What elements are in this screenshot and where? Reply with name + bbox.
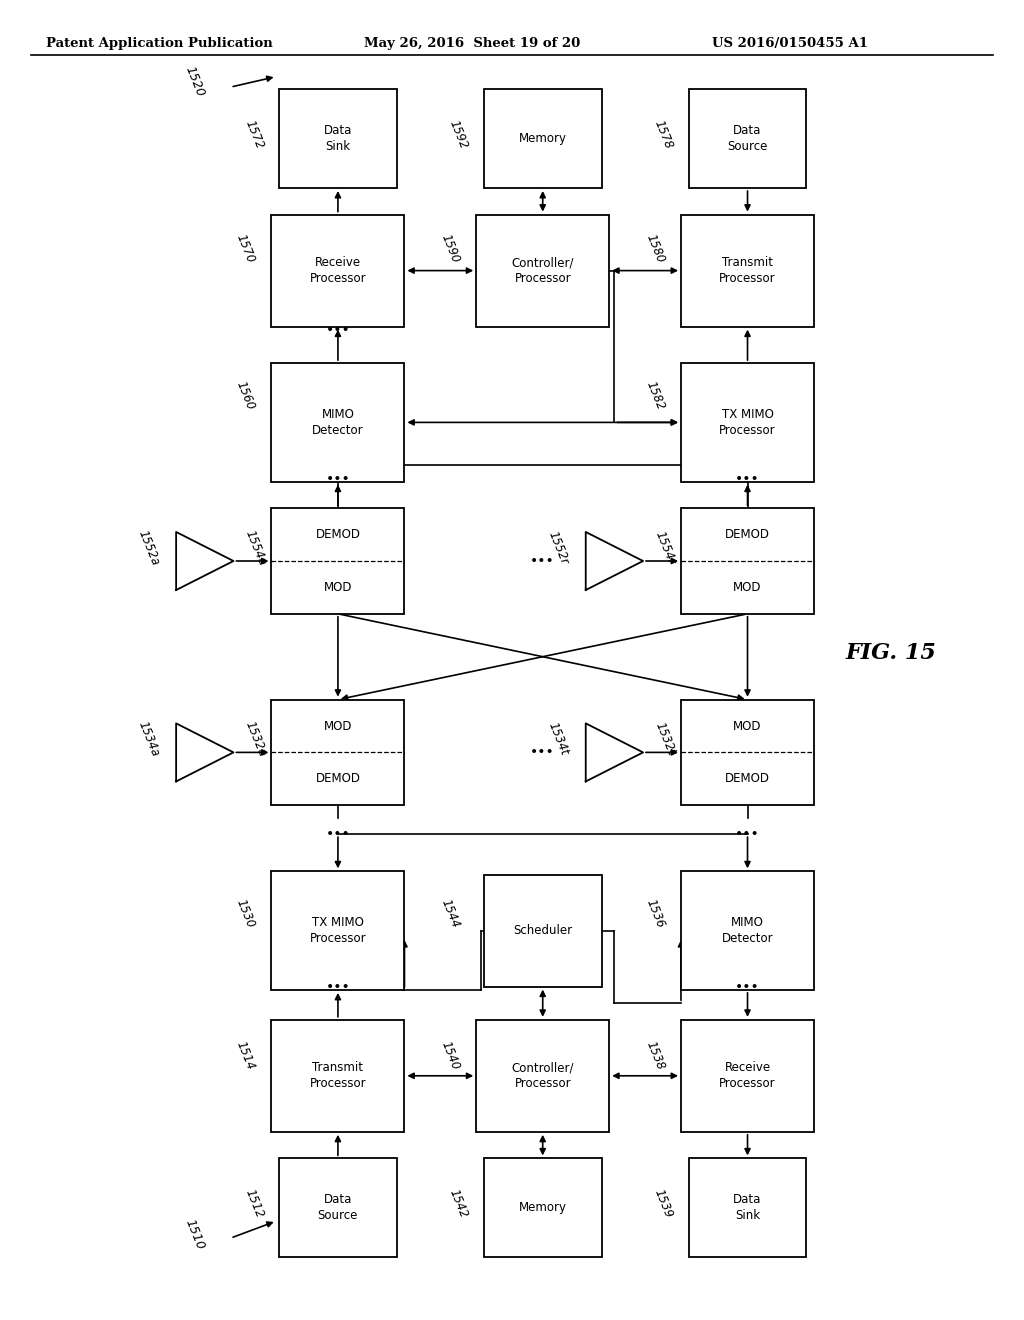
Text: Transmit
Processor: Transmit Processor	[719, 256, 776, 285]
Text: 1554a: 1554a	[243, 528, 269, 568]
Text: 1570: 1570	[234, 232, 257, 264]
Text: Data
Sink: Data Sink	[324, 124, 352, 153]
Text: 1520: 1520	[182, 65, 207, 99]
Text: 1560: 1560	[234, 380, 257, 412]
FancyBboxPatch shape	[476, 1020, 609, 1133]
Text: 1532t: 1532t	[653, 721, 678, 758]
Text: •••: •••	[326, 981, 350, 994]
Text: Transmit
Processor: Transmit Processor	[309, 1061, 367, 1090]
Text: 1590: 1590	[439, 232, 462, 264]
Text: US 2016/0150455 A1: US 2016/0150455 A1	[712, 37, 867, 50]
FancyBboxPatch shape	[271, 871, 404, 990]
FancyBboxPatch shape	[271, 363, 404, 482]
Text: 1514: 1514	[234, 1040, 257, 1072]
Text: MIMO
Detector: MIMO Detector	[722, 916, 773, 945]
Text: 1512: 1512	[243, 1188, 265, 1220]
FancyBboxPatch shape	[271, 214, 404, 326]
Text: •••: •••	[735, 473, 760, 486]
FancyBboxPatch shape	[681, 700, 814, 805]
Polygon shape	[176, 723, 233, 781]
Polygon shape	[586, 723, 643, 781]
FancyBboxPatch shape	[279, 88, 397, 187]
Text: MOD: MOD	[733, 581, 762, 594]
Text: Data
Source: Data Source	[317, 1193, 358, 1222]
Text: DEMOD: DEMOD	[315, 772, 360, 785]
FancyBboxPatch shape	[279, 1159, 397, 1257]
Text: 1510: 1510	[182, 1217, 207, 1251]
Text: DEMOD: DEMOD	[725, 528, 770, 541]
FancyBboxPatch shape	[271, 508, 404, 614]
FancyBboxPatch shape	[484, 88, 602, 187]
Text: 1536: 1536	[644, 898, 667, 929]
Text: Receive
Processor: Receive Processor	[309, 256, 367, 285]
Text: 1532a: 1532a	[243, 719, 269, 759]
Text: 1554r: 1554r	[653, 529, 678, 566]
FancyBboxPatch shape	[681, 871, 814, 990]
Polygon shape	[586, 532, 643, 590]
FancyBboxPatch shape	[681, 363, 814, 482]
Text: •••: •••	[326, 473, 350, 486]
Text: MIMO
Detector: MIMO Detector	[312, 408, 364, 437]
FancyBboxPatch shape	[681, 508, 814, 614]
Text: TX MIMO
Processor: TX MIMO Processor	[309, 916, 367, 945]
Text: Scheduler: Scheduler	[513, 924, 572, 937]
Text: •••: •••	[530, 554, 555, 568]
Text: •••: •••	[326, 323, 350, 337]
Text: Memory: Memory	[519, 1201, 566, 1214]
Text: TX MIMO
Processor: TX MIMO Processor	[719, 408, 776, 437]
FancyBboxPatch shape	[688, 1159, 807, 1257]
Text: 1540: 1540	[439, 1040, 462, 1072]
FancyBboxPatch shape	[271, 1020, 404, 1133]
Text: •••: •••	[735, 981, 760, 994]
Text: 1552a: 1552a	[135, 528, 162, 568]
FancyBboxPatch shape	[681, 214, 814, 326]
Text: 1552r: 1552r	[546, 529, 570, 566]
FancyBboxPatch shape	[271, 700, 404, 805]
Text: 1578: 1578	[652, 119, 675, 150]
Text: MOD: MOD	[733, 719, 762, 733]
Text: 1542: 1542	[447, 1188, 470, 1220]
Text: Controller/
Processor: Controller/ Processor	[511, 256, 574, 285]
FancyBboxPatch shape	[484, 874, 602, 987]
Text: •••: •••	[530, 746, 555, 759]
Text: DEMOD: DEMOD	[725, 772, 770, 785]
Text: Controller/
Processor: Controller/ Processor	[511, 1061, 574, 1090]
Text: •••: •••	[735, 828, 760, 841]
Text: DEMOD: DEMOD	[315, 528, 360, 541]
Text: Patent Application Publication: Patent Application Publication	[46, 37, 272, 50]
FancyBboxPatch shape	[681, 1020, 814, 1133]
FancyBboxPatch shape	[476, 214, 609, 326]
Text: 1530: 1530	[234, 898, 257, 929]
Text: Data
Source: Data Source	[727, 124, 768, 153]
Text: 1538: 1538	[644, 1040, 667, 1072]
Text: Receive
Processor: Receive Processor	[719, 1061, 776, 1090]
Text: 1534a: 1534a	[135, 719, 162, 759]
Text: 1539: 1539	[652, 1188, 675, 1220]
Text: •••: •••	[326, 828, 350, 841]
Text: May 26, 2016  Sheet 19 of 20: May 26, 2016 Sheet 19 of 20	[364, 37, 580, 50]
Text: MOD: MOD	[324, 581, 352, 594]
Text: 1534t: 1534t	[546, 721, 570, 758]
FancyBboxPatch shape	[688, 88, 807, 187]
Text: 1572: 1572	[243, 119, 265, 150]
Text: 1580: 1580	[644, 232, 667, 264]
Text: Memory: Memory	[519, 132, 566, 145]
Text: 1544: 1544	[439, 898, 462, 929]
Polygon shape	[176, 532, 233, 590]
Text: FIG. 15: FIG. 15	[846, 643, 936, 664]
Text: MOD: MOD	[324, 719, 352, 733]
FancyBboxPatch shape	[484, 1159, 602, 1257]
Text: Data
Sink: Data Sink	[733, 1193, 762, 1222]
Text: 1582: 1582	[644, 380, 667, 412]
Text: 1592: 1592	[447, 119, 470, 150]
